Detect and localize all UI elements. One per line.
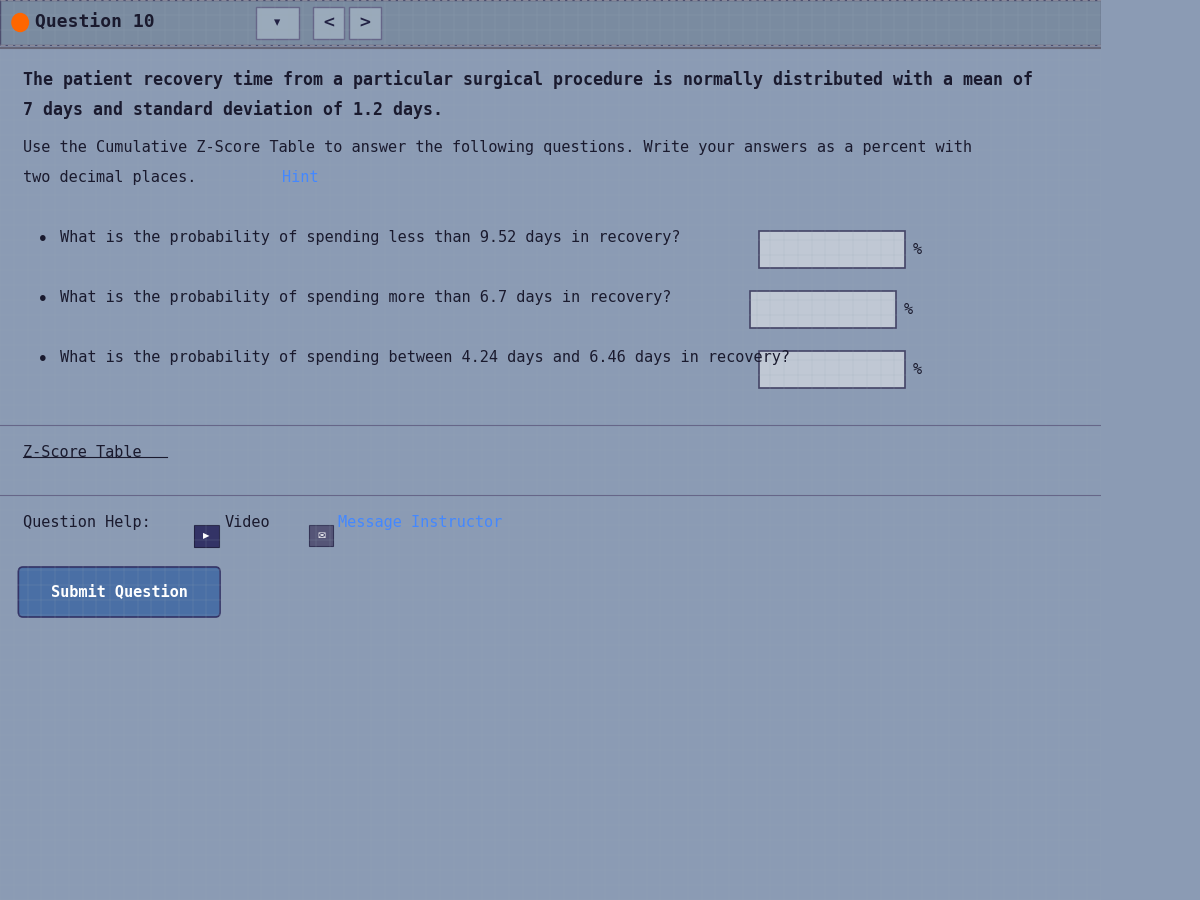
Text: Question Help:: Question Help: (23, 515, 151, 530)
Text: >: > (359, 15, 372, 30)
Text: Question 10: Question 10 (35, 14, 155, 32)
Text: Use the Cumulative Z-Score Table to answer the following questions. Write your a: Use the Cumulative Z-Score Table to answ… (23, 140, 972, 155)
Text: Message Instructor: Message Instructor (337, 515, 502, 530)
FancyBboxPatch shape (313, 7, 344, 39)
Text: Z-Score Table: Z-Score Table (23, 445, 142, 460)
Text: ▾: ▾ (275, 16, 281, 29)
FancyBboxPatch shape (750, 291, 896, 328)
Circle shape (12, 14, 29, 32)
FancyBboxPatch shape (18, 567, 220, 617)
Text: %: % (904, 302, 912, 317)
Text: %: % (913, 242, 922, 257)
FancyBboxPatch shape (760, 231, 905, 268)
Text: ✉: ✉ (317, 530, 325, 541)
FancyBboxPatch shape (349, 7, 380, 39)
FancyBboxPatch shape (760, 351, 905, 388)
Text: ▶: ▶ (203, 532, 210, 541)
FancyBboxPatch shape (310, 525, 332, 546)
Text: What is the probability of spending less than 9.52 days in recovery?: What is the probability of spending less… (60, 230, 680, 245)
Text: •: • (37, 290, 48, 309)
Text: What is the probability of spending more than 6.7 days in recovery?: What is the probability of spending more… (60, 290, 671, 305)
Text: <: < (322, 15, 335, 30)
Text: 7 days and standard deviation of 1.2 days.: 7 days and standard deviation of 1.2 day… (23, 100, 443, 119)
Text: What is the probability of spending between 4.24 days and 6.46 days in recovery?: What is the probability of spending betw… (60, 350, 790, 365)
Text: The patient recovery time from a particular surgical procedure is normally distr: The patient recovery time from a particu… (23, 70, 1033, 89)
Text: two decimal places.: two decimal places. (23, 170, 197, 185)
Text: Video: Video (224, 515, 270, 530)
Text: Hint: Hint (282, 170, 319, 185)
Text: Submit Question: Submit Question (50, 584, 187, 599)
Text: %: % (913, 362, 922, 377)
FancyBboxPatch shape (0, 0, 1100, 45)
Text: •: • (37, 350, 48, 369)
FancyBboxPatch shape (256, 7, 299, 39)
FancyBboxPatch shape (193, 525, 220, 547)
Text: •: • (37, 230, 48, 249)
